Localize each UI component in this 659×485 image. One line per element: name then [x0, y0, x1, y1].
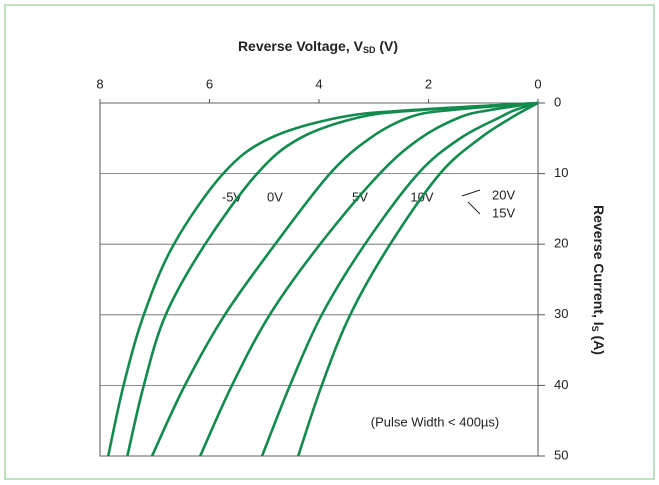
- annotation: (Pulse Width < 400µs): [371, 414, 500, 429]
- x-tick-label: 0: [534, 76, 541, 91]
- label-leader: [461, 189, 481, 197]
- y-tick-label: 20: [554, 236, 568, 251]
- y-tick-label: 40: [554, 377, 568, 392]
- label-leader: [467, 201, 481, 215]
- x-tick-label: 2: [425, 76, 432, 91]
- series-line: [126, 101, 539, 457]
- x-tick-label: 4: [315, 76, 322, 91]
- series-line: [106, 101, 539, 457]
- y-label-main: Reverse Current, I: [591, 205, 607, 326]
- series-label: -5V: [222, 189, 243, 204]
- y-axis-label: Reverse Current, IS (A): [590, 205, 608, 355]
- series-line: [150, 101, 539, 457]
- series-label: 0V: [267, 189, 283, 204]
- x-label-sub: SD: [363, 45, 376, 55]
- y-tick-label: 30: [554, 306, 568, 321]
- series-label: 20V: [492, 187, 515, 202]
- x-label-unit: (V): [375, 38, 398, 54]
- y-tick-label: 10: [554, 165, 568, 180]
- y-tick-label: 50: [554, 447, 568, 462]
- series-label: 15V: [492, 205, 515, 220]
- y-tick-label: 0: [554, 94, 561, 109]
- y-label-unit: (A): [591, 332, 607, 355]
- x-label-main: Reverse Voltage, V: [238, 38, 364, 54]
- frame: [4, 4, 655, 480]
- series-line: [199, 101, 539, 457]
- x-tick-label: 6: [206, 76, 213, 91]
- x-tick-label: 8: [96, 76, 103, 91]
- y-label-sub: S: [590, 326, 600, 332]
- series-line: [296, 101, 539, 457]
- x-axis-label: Reverse Voltage, VSD (V): [238, 38, 398, 56]
- plot-area: [99, 102, 539, 457]
- series-line: [260, 101, 539, 457]
